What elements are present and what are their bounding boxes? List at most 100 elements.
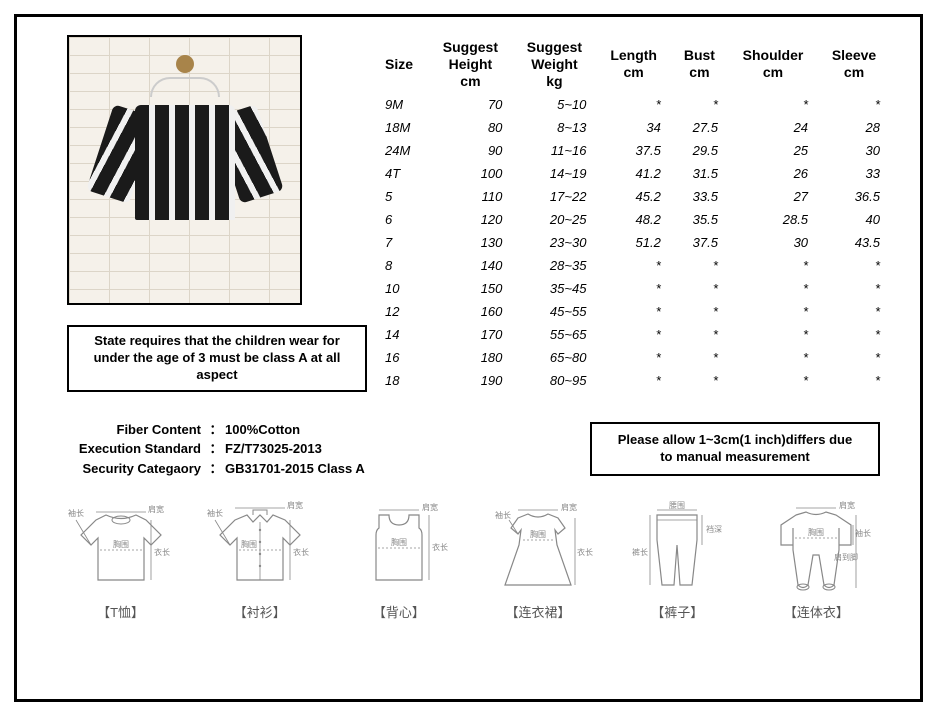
table-cell: * bbox=[671, 369, 728, 392]
svg-text:衣长: 衣长 bbox=[577, 547, 593, 557]
table-row: 24M9011~1637.529.52530 bbox=[377, 139, 890, 162]
table-cell: * bbox=[728, 300, 818, 323]
cardigan-garment bbox=[95, 95, 275, 225]
security-row: Security Categaory ： GB31701-2015 Class … bbox=[57, 459, 365, 479]
table-cell: * bbox=[818, 93, 890, 116]
table-cell: 18M bbox=[377, 116, 428, 139]
left-column: State requires that the children wear fo… bbox=[47, 35, 347, 392]
table-cell: * bbox=[818, 300, 890, 323]
diagram-label: 【连体衣】 bbox=[761, 602, 871, 621]
product-photo bbox=[67, 35, 302, 305]
table-cell: 24M bbox=[377, 139, 428, 162]
table-cell: 5~10 bbox=[512, 93, 596, 116]
table-cell: 30 bbox=[728, 231, 818, 254]
col-header: Size bbox=[377, 35, 428, 93]
table-cell: 7 bbox=[377, 231, 428, 254]
diagram-label: 【裤子】 bbox=[622, 602, 732, 621]
table-cell: * bbox=[728, 369, 818, 392]
table-row: 1819080~95**** bbox=[377, 369, 890, 392]
table-cell: 140 bbox=[428, 254, 512, 277]
table-cell: 27.5 bbox=[671, 116, 728, 139]
diagram-dress: 肩宽 袖长 胸围 衣长 【连衣裙】 bbox=[483, 500, 593, 621]
svg-text:肩到脚: 肩到脚 bbox=[834, 552, 858, 562]
table-row: 1015035~45**** bbox=[377, 277, 890, 300]
table-row: 9M705~10**** bbox=[377, 93, 890, 116]
hanger bbox=[150, 77, 220, 97]
table-cell: 31.5 bbox=[671, 162, 728, 185]
table-cell: 36.5 bbox=[818, 185, 890, 208]
table-cell: 180 bbox=[428, 346, 512, 369]
diagram-label: 【背心】 bbox=[344, 602, 454, 621]
table-cell: 26 bbox=[728, 162, 818, 185]
table-cell: 4T bbox=[377, 162, 428, 185]
table-cell: 120 bbox=[428, 208, 512, 231]
col-header: Sleevecm bbox=[818, 35, 890, 93]
table-cell: 80 bbox=[428, 116, 512, 139]
svg-text:裆深: 裆深 bbox=[706, 524, 722, 534]
table-body: 9M705~10****18M808~133427.5242824M9011~1… bbox=[377, 93, 890, 391]
exec-label: Execution Standard bbox=[57, 439, 207, 459]
table-cell: 24 bbox=[728, 116, 818, 139]
table-cell: * bbox=[671, 93, 728, 116]
table-cell: 33.5 bbox=[671, 185, 728, 208]
table-cell: 48.2 bbox=[596, 208, 670, 231]
svg-text:胸围: 胸围 bbox=[530, 529, 546, 539]
col-header: SuggestWeightkg bbox=[512, 35, 596, 93]
table-row: 1417055~65**** bbox=[377, 323, 890, 346]
security-value: GB31701-2015 Class A bbox=[225, 459, 365, 479]
table-row: 612020~2548.235.528.540 bbox=[377, 208, 890, 231]
table-cell: 29.5 bbox=[671, 139, 728, 162]
table-cell: * bbox=[671, 300, 728, 323]
svg-text:胸围: 胸围 bbox=[241, 539, 257, 549]
table-cell: * bbox=[671, 346, 728, 369]
svg-text:肩宽: 肩宽 bbox=[839, 500, 855, 510]
table-cell: * bbox=[728, 93, 818, 116]
svg-text:肩宽: 肩宽 bbox=[287, 500, 303, 510]
table-header: SizeSuggestHeightcmSuggestWeightkgLength… bbox=[377, 35, 890, 93]
table-cell: 12 bbox=[377, 300, 428, 323]
table-cell: * bbox=[596, 300, 670, 323]
diagram-vest: 肩宽 胸围 衣长 【背心】 bbox=[344, 500, 454, 621]
table-cell: * bbox=[596, 323, 670, 346]
measurement-notice: Please allow 1~3cm(1 inch)differs due to… bbox=[590, 422, 880, 476]
table-cell: 160 bbox=[428, 300, 512, 323]
table-row: 814028~35**** bbox=[377, 254, 890, 277]
class-a-notice: State requires that the children wear fo… bbox=[67, 325, 367, 392]
table-cell: * bbox=[728, 346, 818, 369]
table-cell: 43.5 bbox=[818, 231, 890, 254]
table-cell: * bbox=[671, 254, 728, 277]
table-cell: 8 bbox=[377, 254, 428, 277]
table-row: 713023~3051.237.53043.5 bbox=[377, 231, 890, 254]
table-cell: 6 bbox=[377, 208, 428, 231]
table-cell: 41.2 bbox=[596, 162, 670, 185]
table-cell: 27 bbox=[728, 185, 818, 208]
sep: ： bbox=[207, 459, 225, 479]
table-cell: 45~55 bbox=[512, 300, 596, 323]
table-cell: 28~35 bbox=[512, 254, 596, 277]
table-cell: 17~22 bbox=[512, 185, 596, 208]
table-row: 4T10014~1941.231.52633 bbox=[377, 162, 890, 185]
table-cell: * bbox=[728, 277, 818, 300]
svg-text:肩宽: 肩宽 bbox=[148, 504, 164, 514]
table-cell: * bbox=[728, 254, 818, 277]
table-cell: 55~65 bbox=[512, 323, 596, 346]
diagram-shirt: 肩宽 袖长 胸围 衣长 【衬衫】 bbox=[205, 500, 315, 621]
col-header: Shouldercm bbox=[728, 35, 818, 93]
table-cell: 35~45 bbox=[512, 277, 596, 300]
table-cell: 100 bbox=[428, 162, 512, 185]
table-cell: 23~30 bbox=[512, 231, 596, 254]
svg-text:衣长: 衣长 bbox=[293, 547, 309, 557]
table-cell: 33 bbox=[818, 162, 890, 185]
table-cell: * bbox=[671, 277, 728, 300]
svg-text:胸围: 胸围 bbox=[808, 527, 824, 537]
table-cell: 190 bbox=[428, 369, 512, 392]
table-cell: 30 bbox=[818, 139, 890, 162]
table-row: 511017~2245.233.52736.5 bbox=[377, 185, 890, 208]
svg-text:裤长: 裤长 bbox=[632, 547, 648, 557]
sep: ： bbox=[207, 439, 225, 459]
table-cell: 45.2 bbox=[596, 185, 670, 208]
table-row: 18M808~133427.52428 bbox=[377, 116, 890, 139]
table-cell: 20~25 bbox=[512, 208, 596, 231]
table-cell: 70 bbox=[428, 93, 512, 116]
col-header: SuggestHeightcm bbox=[428, 35, 512, 93]
